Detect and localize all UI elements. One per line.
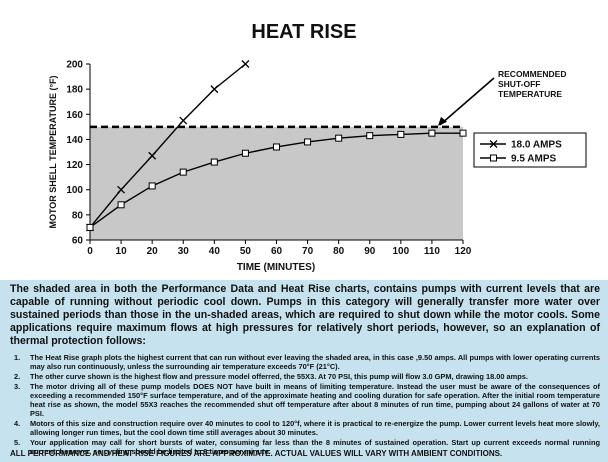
data-point-x — [148, 151, 157, 160]
data-point-x — [179, 116, 188, 125]
note-text: Your application may call for short burs… — [30, 438, 600, 456]
x-tick-label: 90 — [364, 246, 376, 257]
data-point-square — [117, 201, 125, 209]
shutoff-label-line: SHUT-OFF — [498, 79, 541, 89]
y-tick-label: 80 — [72, 210, 84, 221]
note-number: 4. — [14, 419, 21, 428]
series-line — [89, 63, 246, 228]
x-tick-label: 0 — [87, 246, 93, 257]
explanation-section: The shaded area in both the Performance … — [10, 283, 600, 457]
point-stroke — [148, 151, 157, 160]
y-tick-label: 180 — [66, 85, 83, 96]
note-text: The other curve shown is the highest flo… — [30, 372, 528, 381]
x-tick-label: 30 — [178, 246, 190, 257]
note-text: The motor driving all of these pump mode… — [30, 382, 600, 418]
note-item: 2. The other curve shown is the highest f… — [10, 372, 600, 381]
data-point-square — [241, 149, 249, 157]
note-item: 5. Your application may call for short bu… — [10, 438, 600, 456]
chart-legend: 18.0 AMPS 9.5 AMPS — [473, 132, 587, 168]
data-point-square — [86, 223, 94, 231]
annotation-arrow-head — [438, 116, 447, 126]
note-item: 1. The Heat Rise graph plots the highest … — [10, 353, 600, 371]
note-item: 4. Motors of this size and construction r… — [10, 419, 600, 437]
chart-axes — [86, 63, 464, 244]
legend-label: 18.0 AMPS — [511, 140, 562, 151]
point-stroke — [210, 85, 219, 94]
x-axis-label: TIME (MINUTES) — [237, 262, 315, 273]
data-point-x — [210, 85, 219, 94]
shutoff-label-line: TEMPERATURE — [498, 89, 562, 99]
heat-rise-chart: HEAT RISE 0 10 20 30 40 50 60 70 80 90 100 110 120 60… — [48, 21, 587, 273]
note-number: 5. — [14, 438, 21, 447]
x-tick-label: 110 — [424, 246, 441, 257]
y-tick-label: 160 — [66, 110, 83, 121]
note-text: The Heat Rise graph plots the highest cu… — [30, 353, 600, 371]
annotation-arrow-line — [439, 77, 495, 126]
data-point-square — [179, 168, 187, 176]
note-number: 2. — [14, 372, 21, 381]
footer-disclaimer: ALL PERFORMANCE AND HEAT RISE FIGURES AR… — [10, 449, 503, 458]
y-tick-label: 200 — [66, 60, 83, 71]
data-point-square — [397, 130, 405, 138]
point-stroke — [179, 116, 188, 125]
chart-title: HEAT RISE — [251, 21, 356, 43]
data-point-square — [335, 134, 343, 142]
y-tick-label: 100 — [66, 185, 83, 196]
legend-marker-x — [489, 140, 498, 148]
data-point-square — [428, 129, 436, 137]
legend-marker-square — [490, 154, 497, 162]
x-tick-label: 80 — [333, 246, 345, 257]
note-number: 1. — [14, 353, 21, 362]
y-tick-label: 120 — [66, 160, 83, 171]
point-stroke — [117, 185, 126, 194]
shutoff-label-line: RECOMMENDED — [498, 69, 566, 79]
note-item: 3. The motor driving all of these pump mo… — [10, 382, 600, 418]
data-point-x — [241, 60, 250, 68]
x-tick-label: 20 — [147, 246, 159, 257]
explanation-paragraph: The shaded area in both the Performance … — [10, 283, 600, 347]
x-tick-label: 50 — [240, 246, 252, 257]
data-point-square — [459, 129, 467, 137]
data-point-square — [210, 158, 218, 166]
data-point-square — [304, 138, 312, 146]
note-text: Motors of this size and construction req… — [30, 419, 600, 437]
series-layer — [86, 60, 467, 232]
data-point-square — [273, 143, 280, 151]
y-axis-label: MOTOR SHELL TEMPERATURE (°F) — [48, 75, 58, 228]
x-tick-label: 70 — [302, 246, 314, 257]
x-tick-label: 40 — [209, 246, 221, 257]
legend-label: 9.5 AMPS — [511, 154, 557, 165]
x-tick-label: 10 — [116, 246, 128, 257]
y-tick-label: 60 — [72, 236, 84, 247]
note-number: 3. — [14, 382, 21, 391]
data-point-square — [366, 132, 374, 140]
x-tick-label: 100 — [392, 246, 409, 257]
x-tick-label: 120 — [455, 246, 472, 257]
point-stroke — [241, 60, 250, 68]
data-point-x — [117, 185, 126, 194]
y-tick-label: 140 — [66, 135, 83, 146]
notes-list: 1. The Heat Rise graph plots the highest … — [10, 353, 600, 456]
x-tick-label: 60 — [271, 246, 283, 257]
data-point-square — [148, 182, 156, 190]
tick-labels: 0 10 20 30 40 50 60 70 80 90 100 110 120 60 80 100 120 14… — [66, 60, 471, 258]
